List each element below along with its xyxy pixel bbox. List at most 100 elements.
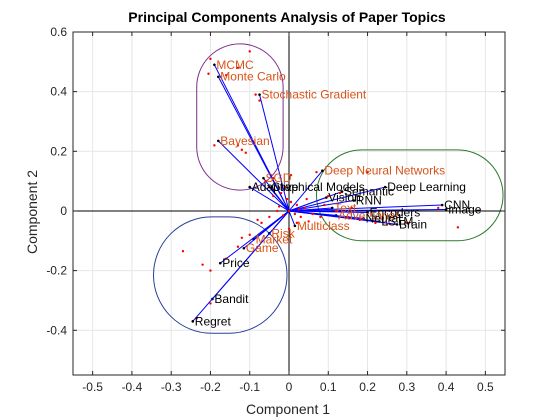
x-tick-label: 0.2 — [359, 380, 376, 394]
observation-point — [254, 93, 257, 96]
observation-point — [209, 302, 212, 305]
x-tick-label: -0.4 — [122, 380, 143, 394]
loading-vector — [288, 170, 323, 212]
observation-point — [236, 66, 240, 69]
observation-point — [456, 226, 460, 229]
observation-point — [350, 206, 354, 210]
loading-vector-tip — [321, 169, 324, 172]
observation-point — [289, 173, 293, 177]
observation-point — [248, 233, 251, 237]
observation-point — [287, 227, 291, 231]
vector-label: Game — [246, 241, 279, 255]
y-axis-label: Component 2 — [24, 170, 40, 254]
loading-vector-tip — [325, 196, 328, 199]
x-tick-label: 0 — [286, 380, 293, 394]
observation-point — [283, 185, 287, 189]
observation-point — [295, 203, 299, 207]
observation-point — [236, 144, 240, 147]
vector-label: Semantic — [344, 185, 394, 199]
loading-vector-tip — [352, 199, 356, 202]
loading-vector — [217, 76, 290, 212]
vector-label: Bandit — [214, 292, 249, 306]
loading-vector — [288, 210, 368, 213]
observation-point — [293, 212, 297, 216]
observation-point — [181, 250, 185, 253]
observation-point — [287, 209, 291, 213]
observation-point — [319, 215, 322, 219]
loading-vector — [217, 140, 290, 212]
loading-vector — [219, 210, 290, 264]
loading-vector — [288, 210, 364, 219]
vector-label: Market — [256, 232, 293, 246]
observation-point — [272, 194, 275, 198]
observation-point — [285, 197, 289, 201]
observation-point — [213, 144, 216, 147]
observation-point — [276, 209, 279, 213]
observation-point — [437, 206, 440, 210]
vector-label: RNN — [356, 194, 382, 208]
group-outline-1 — [196, 43, 284, 191]
y-tick-label: -0.4 — [46, 323, 67, 337]
loading-vector-tip — [444, 208, 448, 211]
x-axis-label: Component 1 — [246, 401, 330, 417]
y-tick-label: 0 — [60, 204, 67, 218]
chart-title: Principal Components Analysis of Paper T… — [128, 9, 446, 25]
observation-point — [315, 170, 318, 174]
observation-point — [327, 194, 330, 198]
observation-point — [195, 317, 198, 320]
observation-point — [236, 245, 240, 248]
observation-point — [366, 170, 369, 174]
y-tick-label: 0.2 — [50, 144, 67, 158]
vector-label: Text — [334, 201, 357, 215]
loading-vector-tip — [395, 223, 399, 226]
group-outline-2 — [315, 149, 504, 242]
loading-vector-tip — [242, 246, 246, 250]
x-tick-label: 0.4 — [438, 380, 455, 394]
observation-point — [295, 221, 299, 225]
loading-vector — [288, 210, 296, 227]
vector-label: Bayesian — [220, 134, 269, 148]
observation-point — [209, 57, 212, 61]
observation-point — [281, 214, 285, 217]
observation-point — [385, 223, 389, 226]
x-tick-label: 0.5 — [477, 380, 494, 394]
observation-point — [268, 215, 271, 219]
loading-vector-tip — [330, 206, 334, 210]
observation-point — [244, 151, 247, 154]
loading-vector — [192, 210, 290, 322]
vector-label: Graphical Models — [271, 180, 364, 194]
observation-point — [277, 205, 281, 208]
observation-point — [303, 206, 306, 210]
vector-label: Image — [448, 202, 482, 216]
vector-label: Encoders — [370, 205, 421, 219]
loading-vector-tip — [293, 224, 297, 228]
observation-point — [279, 191, 283, 195]
vector-label: Brain — [399, 217, 427, 231]
loading-vector-tip — [218, 261, 222, 265]
observation-point — [405, 221, 409, 225]
observation-point — [240, 236, 244, 239]
vector-label: SGD — [265, 171, 291, 185]
observation-point — [323, 203, 326, 207]
observation-point — [256, 218, 259, 222]
observation-point — [289, 200, 293, 204]
observation-point — [334, 209, 338, 213]
loading-vector-tip — [383, 185, 387, 189]
observation-point — [338, 191, 342, 195]
loading-vector-tip — [258, 93, 261, 96]
observation-point — [297, 208, 301, 211]
loading-vector-tip — [268, 185, 271, 189]
vector-label: Multiclass — [297, 219, 350, 233]
loading-vector — [259, 94, 290, 212]
vector-label: CNN — [444, 198, 470, 212]
vector-label: Deep Neural Networks — [324, 164, 445, 178]
loading-vector-tip — [366, 211, 369, 214]
observation-point — [346, 215, 350, 219]
x-tick-label: -0.3 — [161, 380, 182, 394]
vector-label: Regret — [195, 314, 232, 328]
x-tick-label: 0.1 — [320, 380, 337, 394]
vector-label: MCMC — [216, 58, 254, 72]
loading-vector — [288, 204, 443, 212]
